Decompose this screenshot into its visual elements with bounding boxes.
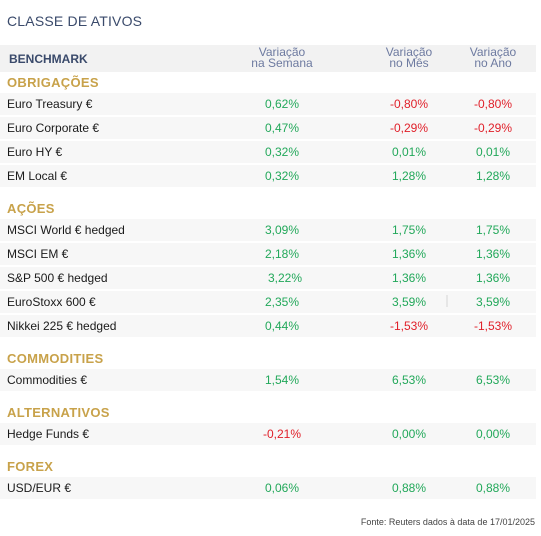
row-name: EuroStoxx 600 € [7, 295, 96, 309]
week-header-line1: Variação [258, 45, 306, 59]
year-value: 6,53% [475, 373, 511, 387]
year-header-line2: no Ano [474, 56, 512, 70]
month-value: -1,53% [389, 319, 429, 333]
week-value: 0,32% [264, 169, 300, 183]
week-value: 3,22% [267, 271, 303, 285]
week-value: 2,35% [264, 295, 300, 309]
month-change-header: Variação no Mês [369, 45, 449, 70]
month-value: -0,80% [389, 97, 429, 111]
year-value: 1,36% [475, 247, 511, 261]
table-row: Commodities € 1,54% 6,53% 6,53% [0, 369, 536, 391]
section-forex: FOREX [7, 459, 54, 474]
row-name: Euro Corporate € [7, 121, 100, 135]
week-value: -0,21% [262, 427, 302, 441]
year-header-line1: Variação [469, 45, 517, 59]
month-header-line2: no Mês [389, 56, 429, 70]
month-value: 0,88% [391, 481, 427, 495]
section-alternativos: ALTERNATIVOS [7, 405, 110, 420]
source-note: Fonte: Reuters dados à data de 17/01/202… [360, 517, 535, 527]
month-value: -0,29% [389, 121, 429, 135]
year-value: -0,29% [473, 121, 513, 135]
row-name: Euro HY € [7, 145, 63, 159]
cell-divider-mark [446, 295, 448, 307]
week-value: 0,32% [264, 145, 300, 159]
table-row: EuroStoxx 600 € 2,35% 3,59% 3,59% [0, 291, 536, 313]
year-value: 1,36% [475, 271, 511, 285]
page-title: CLASSE DE ATIVOS [7, 13, 143, 29]
section-acoes: AÇÕES [7, 201, 55, 216]
month-value: 0,00% [391, 427, 427, 441]
row-name: Nikkei 225 € hedged [7, 319, 117, 333]
week-header-line2: na Semana [251, 56, 313, 70]
month-value: 0,01% [391, 145, 427, 159]
week-value: 3,09% [264, 223, 300, 237]
table-row: S&P 500 € hedged 3,22% 1,36% 1,36% [0, 267, 536, 289]
table-row: USD/EUR € 0,06% 0,88% 0,88% [0, 477, 536, 499]
week-value: 0,06% [264, 481, 300, 495]
section-commodities: COMMODITIES [7, 351, 104, 366]
row-name: MSCI EM € [7, 247, 69, 261]
table-row: Euro Treasury € 0,62% -0,80% -0,80% [0, 93, 536, 115]
table-row: EM Local € 0,32% 1,28% 1,28% [0, 165, 536, 187]
row-name: Hedge Funds € [7, 427, 90, 441]
year-value: 0,88% [475, 481, 511, 495]
year-value: 3,59% [475, 295, 511, 309]
row-name: EM Local € [7, 169, 68, 183]
year-value: 1,75% [475, 223, 511, 237]
month-value: 1,36% [391, 271, 427, 285]
month-value: 3,59% [391, 295, 427, 309]
section-obrigacoes: OBRIGAÇÕES [7, 75, 99, 90]
row-name: USD/EUR € [7, 481, 72, 495]
row-name: MSCI World € hedged [7, 223, 125, 237]
month-value: 1,36% [391, 247, 427, 261]
table-header: BENCHMARK Variação na Semana Variação no… [0, 45, 536, 72]
row-name: S&P 500 € hedged [7, 271, 108, 285]
week-change-header: Variação na Semana [242, 45, 322, 70]
month-header-line1: Variação [385, 45, 433, 59]
table-row: Euro Corporate € 0,47% -0,29% -0,29% [0, 117, 536, 139]
month-value: 1,75% [391, 223, 427, 237]
table-row: Nikkei 225 € hedged 0,44% -1,53% -1,53% [0, 315, 536, 337]
week-value: 0,62% [264, 97, 300, 111]
year-value: -1,53% [473, 319, 513, 333]
row-name: Commodities € [7, 373, 88, 387]
table-row: Hedge Funds € -0,21% 0,00% 0,00% [0, 423, 536, 445]
year-value: 0,00% [475, 427, 511, 441]
month-value: 1,28% [391, 169, 427, 183]
table-row: Euro HY € 0,32% 0,01% 0,01% [0, 141, 536, 163]
month-value: 6,53% [391, 373, 427, 387]
week-value: 0,47% [264, 121, 300, 135]
week-value: 1,54% [264, 373, 300, 387]
year-value: 0,01% [475, 145, 511, 159]
year-value: 1,28% [475, 169, 511, 183]
week-value: 2,18% [264, 247, 300, 261]
table-row: MSCI EM € 2,18% 1,36% 1,36% [0, 243, 536, 265]
benchmark-header: BENCHMARK [9, 52, 88, 66]
year-change-header: Variação no Ano [453, 45, 533, 70]
year-value: -0,80% [473, 97, 513, 111]
week-value: 0,44% [264, 319, 300, 333]
row-name: Euro Treasury € [7, 97, 93, 111]
table-row: MSCI World € hedged 3,09% 1,75% 1,75% [0, 219, 536, 241]
